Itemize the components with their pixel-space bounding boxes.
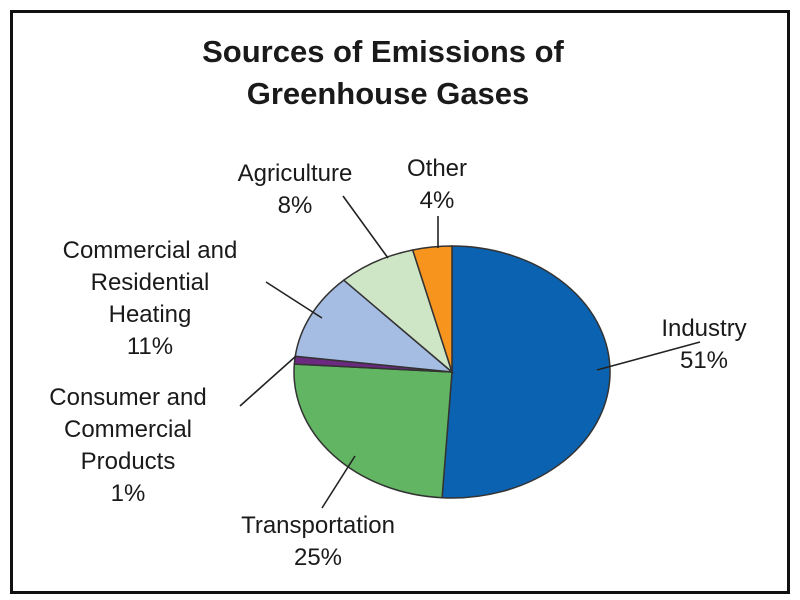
- slice-label-line: Commercial: [64, 416, 192, 443]
- pie-slice-other: [411, 245, 453, 373]
- slice-label-other: Other 4%: [407, 155, 467, 214]
- slice-label-agriculture: Agriculture 8%: [238, 160, 353, 219]
- slice-label-consumer-commercial-products: Consumer and Commercial Products 1%: [49, 384, 206, 507]
- slice-label-line: Consumer and: [49, 384, 206, 411]
- leader-lines: [239, 195, 701, 509]
- slice-label-line: 1%: [111, 480, 146, 507]
- pie-slices: [293, 245, 611, 499]
- slice-label-line: 4%: [420, 187, 455, 214]
- leader-line-commercial-residential-heating: [265, 281, 323, 319]
- chart-title-line-2: Greenhouse Gases: [247, 76, 530, 111]
- slice-label-line: Other: [407, 155, 467, 182]
- slice-label-line: Transportation: [241, 512, 395, 539]
- chart-title: Sources of Emissions of Greenhouse Gases: [202, 34, 564, 111]
- leader-line-transportation: [321, 455, 356, 509]
- chart-title-line-1: Sources of Emissions of: [202, 34, 564, 69]
- pie-slice-commercial-residential-heating: [294, 279, 455, 373]
- leader-line-industry: [596, 341, 701, 371]
- slice-label-line: Products: [81, 448, 176, 475]
- slice-label-line: Agriculture: [238, 160, 353, 187]
- pie-slice-transportation: [293, 363, 453, 499]
- slice-label-commercial-residential-heating: Commercial and Residential Heating 11%: [63, 237, 238, 360]
- slice-label-line: 11%: [127, 333, 173, 360]
- slice-label-line: Residential: [91, 269, 210, 296]
- slice-label-transportation: Transportation 25%: [241, 512, 395, 571]
- leader-line-consumer-commercial-products: [239, 355, 297, 407]
- slice-label-line: 8%: [278, 192, 313, 219]
- pie-slice-industry: [441, 245, 611, 499]
- slice-label-line: Industry: [661, 315, 746, 342]
- slice-label-line: 25%: [294, 544, 342, 571]
- leader-line-agriculture: [342, 195, 389, 259]
- slice-label-line: Commercial and: [63, 237, 238, 264]
- slice-label-line: Heating: [109, 301, 192, 328]
- slice-label-line: 51%: [680, 347, 728, 374]
- slice-labels: Industry 51% Transportation 25% Consumer and…: [49, 155, 746, 571]
- slice-label-industry: Industry 51%: [661, 315, 746, 374]
